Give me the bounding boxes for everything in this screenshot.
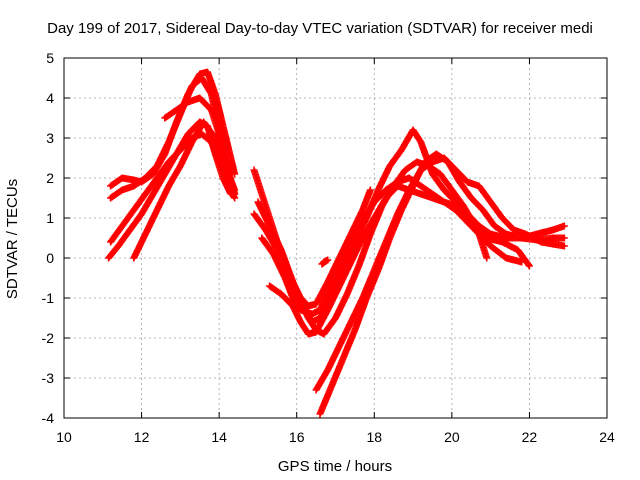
y-tick-label: -4 xyxy=(42,410,55,426)
x-tick-label: 12 xyxy=(134,429,150,445)
data-point xyxy=(560,242,568,250)
y-tick-label: -3 xyxy=(42,370,55,386)
data-point xyxy=(483,254,491,262)
y-tick-label: 5 xyxy=(46,50,54,66)
data-point xyxy=(525,261,533,269)
chart-title: Day 199 of 2017, Sidereal Day-to-day VTE… xyxy=(47,20,593,37)
x-axis-label: GPS time / hours xyxy=(278,458,392,475)
data-points xyxy=(105,68,568,418)
x-tick-label: 16 xyxy=(289,429,305,445)
y-tick-label: 1 xyxy=(46,210,54,226)
x-axis-ticks: 10 12 14 16 18 20 22 24 xyxy=(56,58,615,445)
y-tick-label: 3 xyxy=(46,130,54,146)
x-tick-label: 18 xyxy=(366,429,382,445)
x-tick-label: 14 xyxy=(211,429,227,445)
x-tick-label: 22 xyxy=(522,429,538,445)
y-tick-label: 0 xyxy=(46,250,54,266)
x-tick-label: 20 xyxy=(444,429,460,445)
y-tick-label: -2 xyxy=(42,330,55,346)
plot-frame xyxy=(63,57,608,419)
y-axis-ticks: -4 -3 -2 -1 0 1 2 3 4 5 xyxy=(42,50,607,426)
data-point xyxy=(560,234,568,242)
data-point xyxy=(231,190,239,198)
y-tick-label: 4 xyxy=(46,90,54,106)
data-point xyxy=(525,262,533,270)
x-tick-label: 10 xyxy=(56,429,72,445)
y-axis-label: SDTVAR / TECUs xyxy=(4,179,21,299)
y-tick-label: 2 xyxy=(46,170,54,186)
y-tick-label: -1 xyxy=(42,290,55,306)
data-point xyxy=(560,222,568,230)
data-point xyxy=(366,186,374,194)
x-tick-label: 24 xyxy=(599,429,615,445)
data-point xyxy=(518,258,526,266)
data-point xyxy=(318,260,326,268)
